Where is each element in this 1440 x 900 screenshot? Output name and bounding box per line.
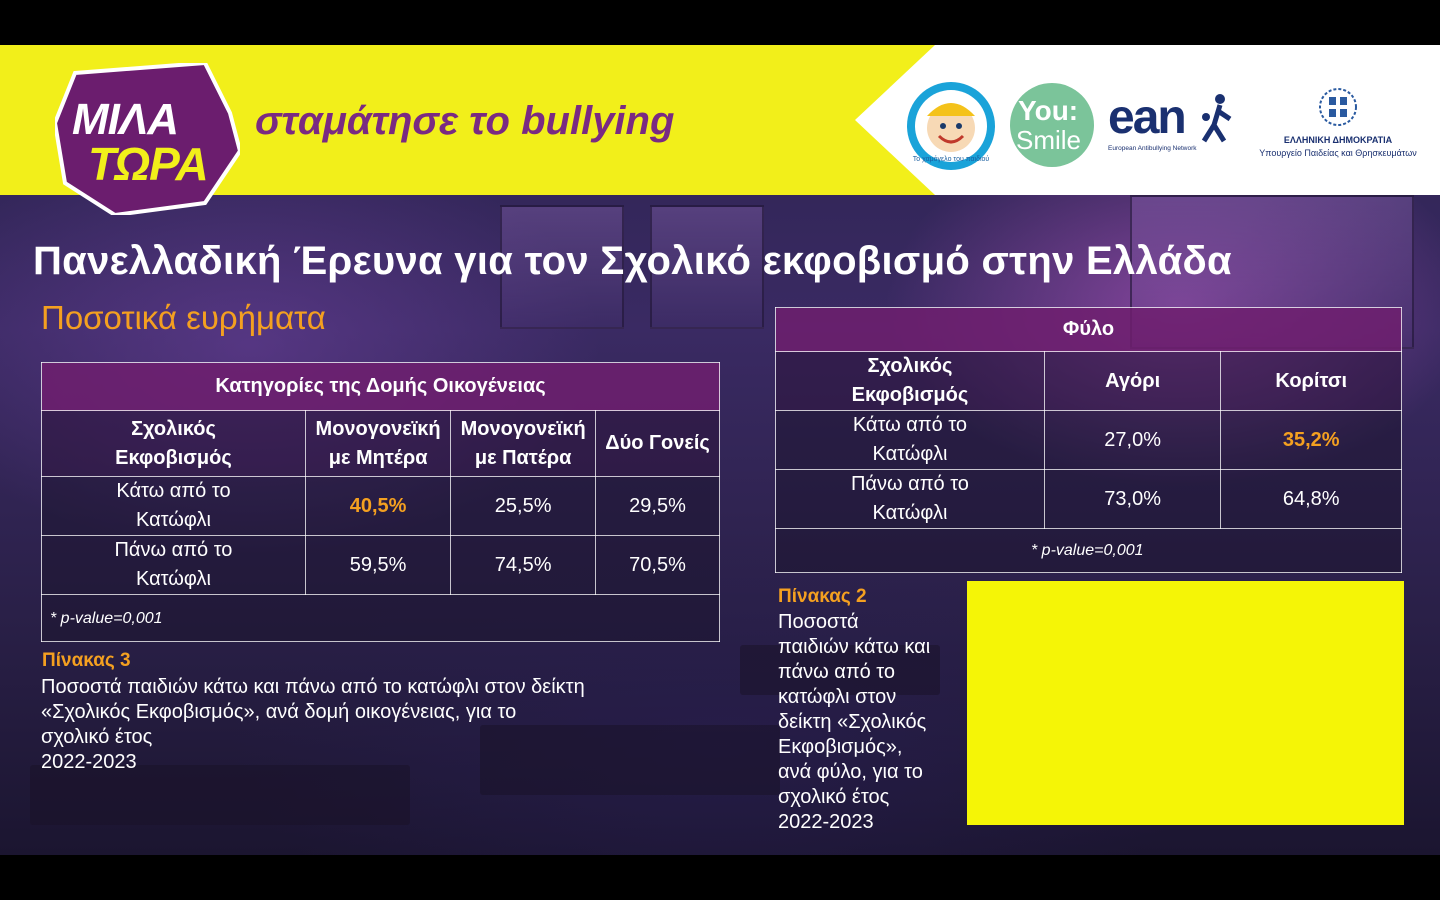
table-row: Κάτω από το Κατώφλι 27,0% 35,2% — [775, 410, 1402, 470]
table-cell: 35,2% — [1220, 410, 1402, 470]
table-header: Κατηγορίες της Δομής Οικογένειας — [41, 362, 720, 411]
slide: ΜΙΛΑ ΤΩΡΑ σταμάτησε το bullying Το χαμόγ… — [0, 45, 1440, 855]
table-cell: 73,0% — [1043, 469, 1222, 529]
table-cell: 27,0% — [1043, 410, 1222, 470]
background-desk — [740, 645, 940, 695]
p-value-note: * p-value=0,001 — [775, 528, 1402, 573]
column-header: Μονογονεϊκή με Πατέρα — [450, 410, 596, 477]
ean-figures-icon — [1201, 94, 1232, 143]
table-cell: 64,8% — [1220, 469, 1402, 529]
logo-line2: ΤΩΡΑ — [88, 138, 209, 190]
row-header-cell: Σχολικός Εκφοβισμός — [775, 351, 1045, 411]
you-smile-logo[interactable]: You: Smile — [1010, 83, 1094, 167]
row-label: Κάτω από το Κατώφλι — [775, 410, 1045, 470]
background-desk — [480, 725, 780, 795]
section-subtitle: Ποσοτικά ευρήματα — [41, 299, 326, 336]
table-note-row: * p-value=0,001 — [775, 528, 1402, 573]
row-label: Πάνω από το Κατώφλι — [41, 535, 306, 595]
ean-logo[interactable]: ean European Antibullying Network — [1108, 93, 1240, 163]
row-label: Κάτω από το Κατώφλι — [41, 476, 306, 536]
logo-line1: ΜΙΛΑ — [72, 95, 179, 144]
p-value-note: * p-value=0,001 — [41, 594, 720, 642]
gender-table: Φύλο Σχολικός Εκφοβισμός Αγόρι Κορίτσι Κ… — [775, 307, 1402, 573]
page-title: Πανελλαδική Έρευνα για τον Σχολικό εκφοβ… — [33, 239, 1232, 283]
column-header: Δύο Γονείς — [595, 410, 720, 477]
ministry-logo[interactable]: ΕΛΛΗΝΙΚΗ ΔΗΜΟΚΡΑΤΙΑ Υπουργείο Παιδείας κ… — [1248, 85, 1428, 165]
ministry-name: Υπουργείο Παιδείας και Θρησκευμάτων — [1259, 148, 1417, 158]
tagline: σταμάτησε το bullying — [255, 99, 675, 143]
table-header-row: Κατηγορίες της Δομής Οικογένειας — [41, 362, 720, 411]
table3-label: Πίνακας 3 — [42, 650, 131, 671]
you-smile-circle — [1010, 83, 1094, 167]
column-header: Αγόρι — [1043, 351, 1222, 411]
table-row: Κάτω από το Κατώφλι 40,5% 25,5% 29,5% — [41, 476, 720, 536]
ean-subtitle: European Antibullying Network — [1108, 145, 1197, 152]
mila-tora-logo — [55, 63, 240, 215]
background-window — [650, 205, 764, 329]
row-label: Πάνω από το Κατώφλι — [775, 469, 1045, 529]
yellow-highlight-box — [967, 581, 1404, 825]
table3-caption: Ποσοστά παιδιών κάτω και πάνω από το κατ… — [41, 676, 585, 773]
table-cell: 59,5% — [304, 535, 452, 595]
background-desk — [30, 765, 410, 825]
table2-label: Πίνακας 2 — [778, 586, 867, 607]
smile-of-child-logo[interactable]: Το χαμόγελο του παιδιού — [905, 80, 997, 172]
table-row: Πάνω από το Κατώφλι 73,0% 64,8% — [775, 469, 1402, 529]
table-column-row: Σχολικός Εκφοβισμός Μονογονεϊκή με Μητέρ… — [41, 410, 720, 477]
table-cell: 74,5% — [450, 535, 596, 595]
column-header: Μονογονεϊκή με Μητέρα — [304, 410, 452, 477]
table-note-row: * p-value=0,001 — [41, 594, 720, 642]
family-structure-table: Κατηγορίες της Δομής Οικογένειας Σχολικό… — [41, 362, 720, 642]
you-smile-text2: Smile — [1016, 125, 1082, 155]
table-header: Φύλο — [775, 307, 1402, 352]
ean-text: ean — [1108, 91, 1187, 144]
table2-caption: Ποσοστά παιδιών κάτω και πάνω από το κατ… — [778, 611, 931, 833]
table-row: Πάνω από το Κατώφλι 59,5% 74,5% 70,5% — [41, 535, 720, 595]
table-cell: 70,5% — [595, 535, 720, 595]
smile-of-child-label: Το χαμόγελο του παιδιού — [912, 156, 990, 163]
background-window — [500, 205, 624, 329]
column-header: Κορίτσι — [1220, 351, 1402, 411]
table-cell: 40,5% — [304, 476, 452, 536]
table-header-row: Φύλο — [775, 307, 1402, 352]
you-smile-text1: You: — [1018, 95, 1079, 126]
table-cell: 25,5% — [450, 476, 596, 536]
table-cell: 29,5% — [595, 476, 720, 536]
row-header-cell: Σχολικός Εκφοβισμός — [41, 410, 306, 477]
table-column-row: Σχολικός Εκφοβισμός Αγόρι Κορίτσι — [775, 351, 1402, 411]
greek-emblem-icon — [1319, 88, 1357, 126]
smile-face-icon — [907, 82, 995, 170]
ministry-republic: ΕΛΛΗΝΙΚΗ ΔΗΜΟΚΡΑΤΙΑ — [1283, 135, 1393, 145]
